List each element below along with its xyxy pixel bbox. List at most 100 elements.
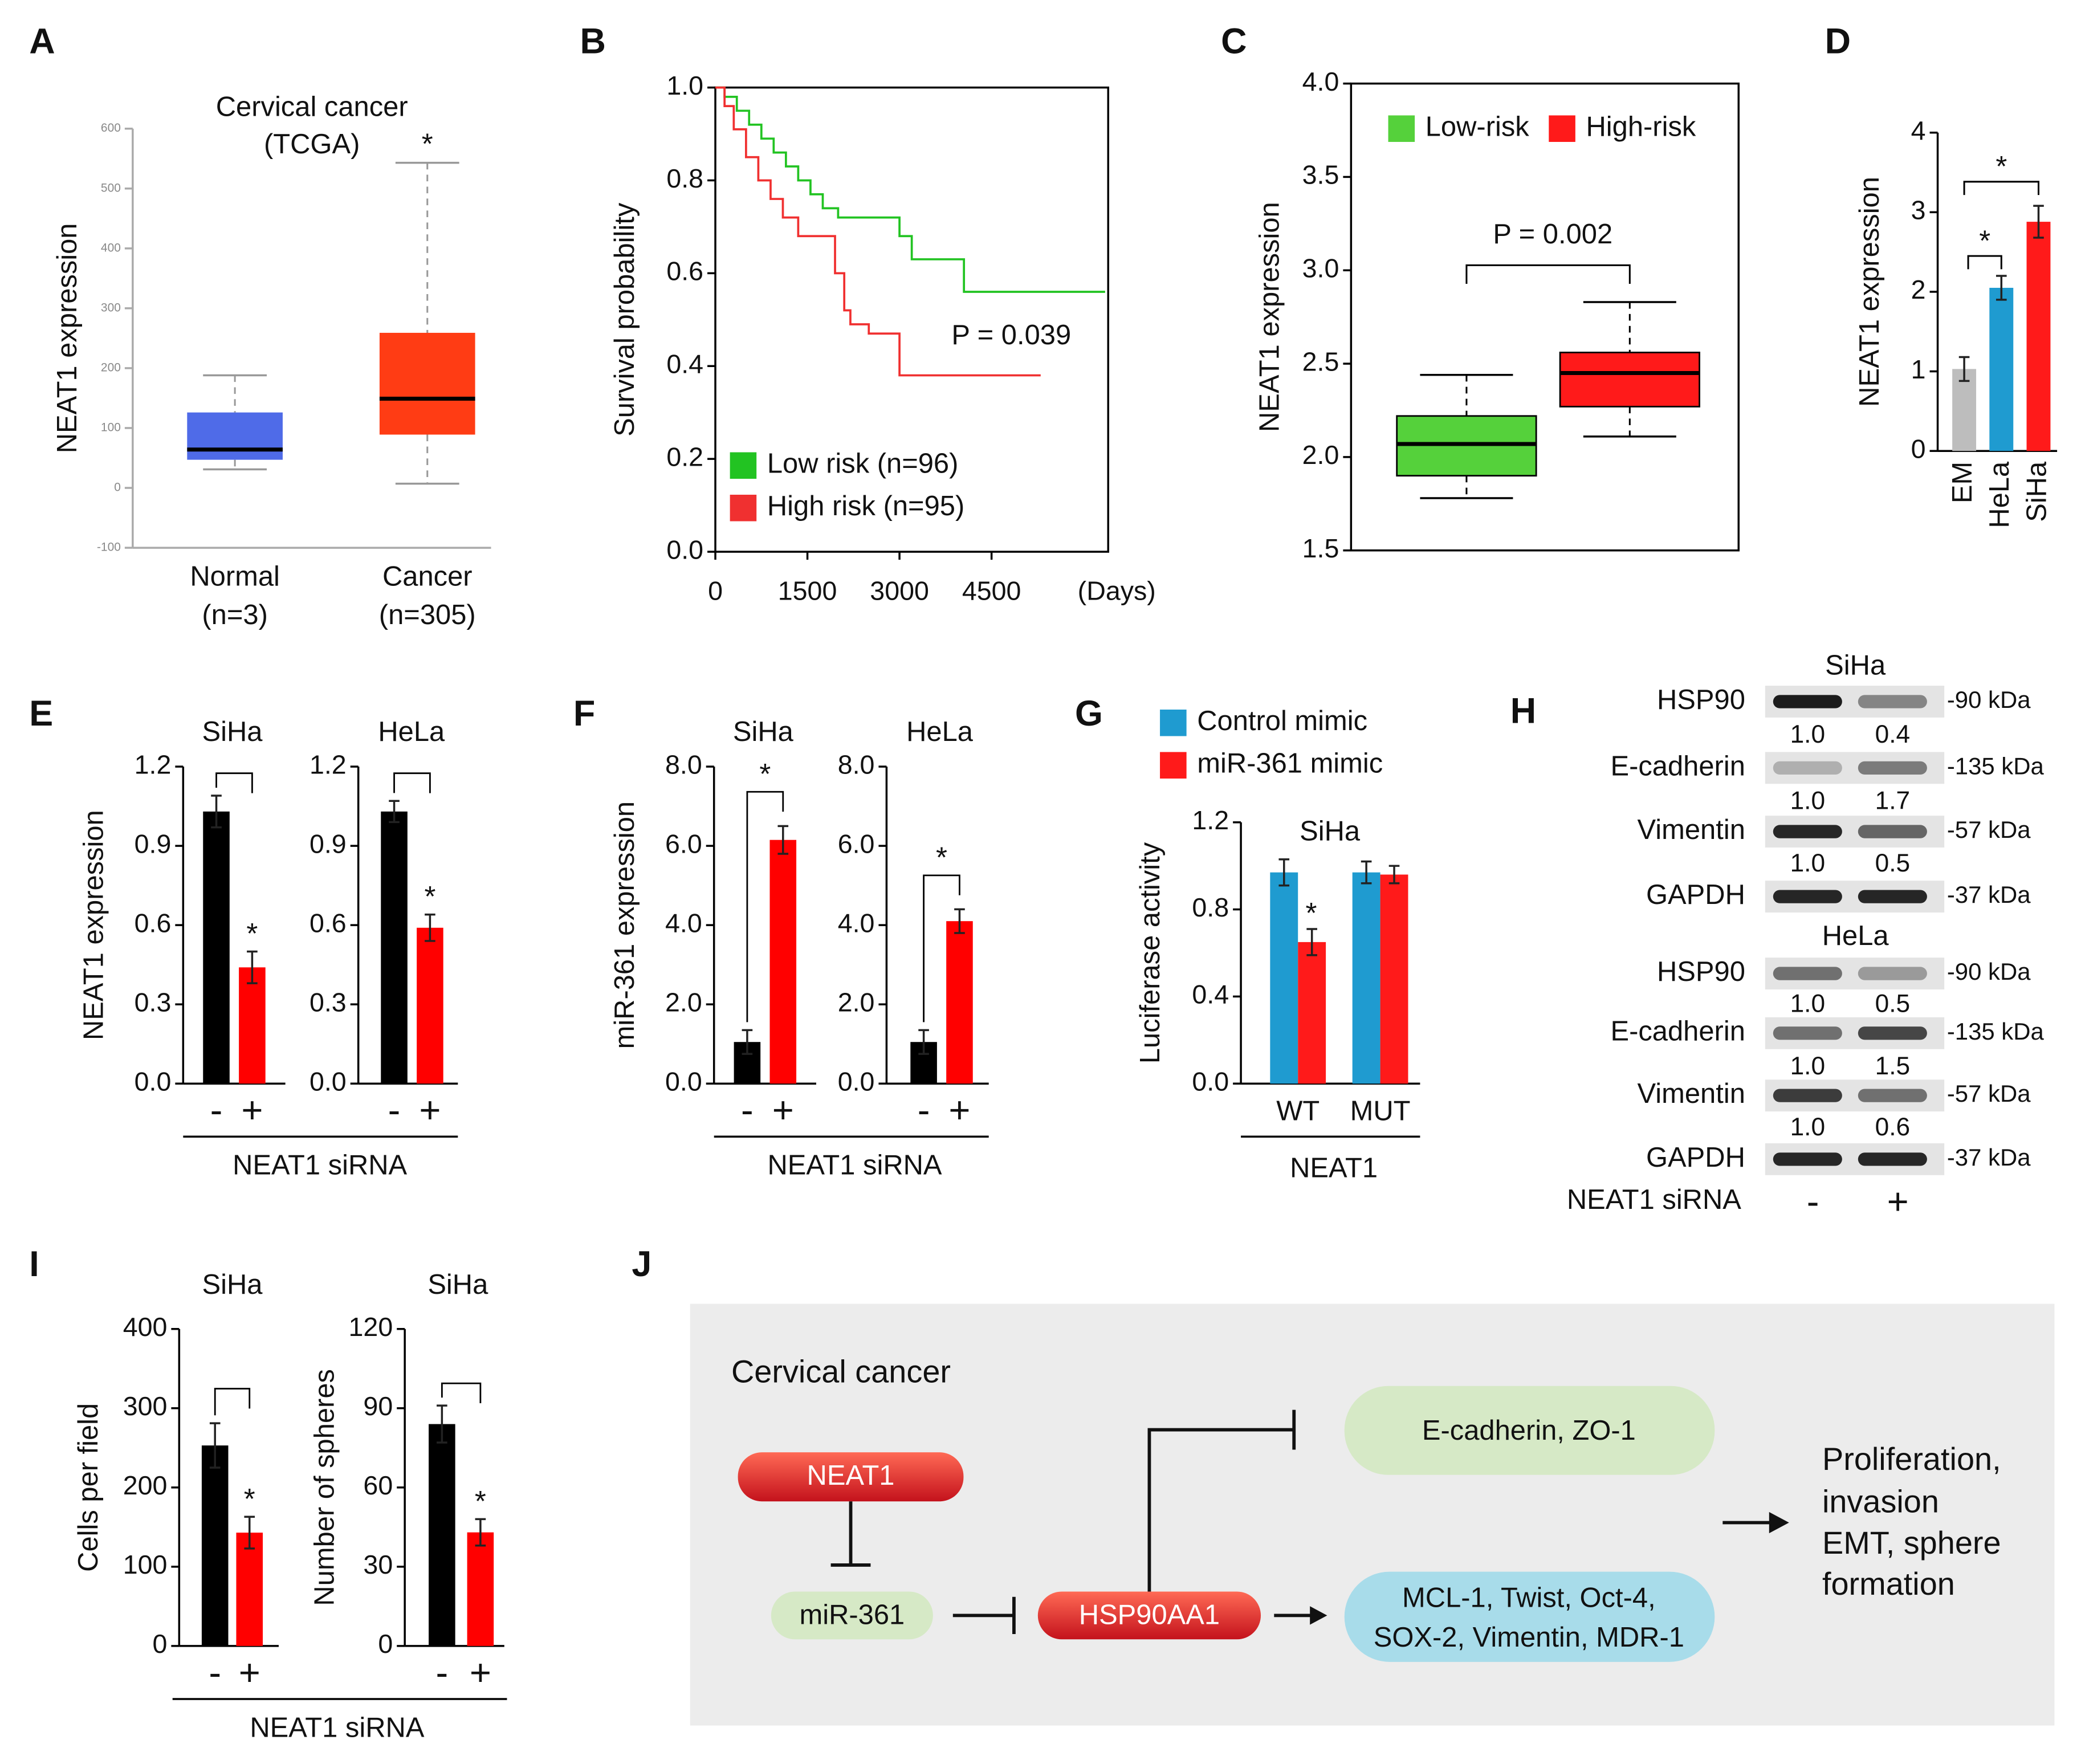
blot-band	[1858, 1152, 1927, 1166]
bar	[467, 1532, 494, 1646]
y-tick-label: 200	[123, 1470, 168, 1500]
band-ratio: 0.4	[1875, 720, 1911, 748]
legend-swatch	[1160, 752, 1187, 779]
box	[187, 412, 283, 460]
x-axis-label: NEAT1 siRNA	[250, 1712, 424, 1743]
y-tick-label: 0.0	[309, 1067, 347, 1097]
x-tick-label: +	[419, 1089, 441, 1131]
band-ratio: 0.6	[1875, 1113, 1911, 1141]
blot-band	[1773, 890, 1842, 903]
panel-label: E	[29, 694, 53, 734]
x-tick-label: +	[948, 1089, 970, 1131]
y-tick-label: 1.5	[1302, 533, 1339, 563]
size-label: -57 kDa	[1947, 1080, 2031, 1107]
bar	[946, 921, 973, 1084]
bracket	[746, 791, 784, 1022]
node-label: MCL-1, Twist, Oct-4,	[1402, 1582, 1656, 1613]
outcome-text: Proliferation,	[1822, 1441, 2001, 1477]
blot-band	[1773, 1026, 1842, 1040]
significance: *	[424, 880, 435, 912]
chart-title: SiHa	[202, 1269, 263, 1300]
survival-curve	[715, 86, 1105, 293]
node-label: NEAT1	[807, 1460, 895, 1491]
y-tick-label: 200	[101, 361, 121, 374]
y-tick-label: 0	[114, 481, 121, 494]
blot-band	[1773, 825, 1842, 838]
significance: *	[1979, 224, 1990, 256]
node-label: miR-361	[799, 1600, 905, 1631]
bar	[381, 811, 408, 1084]
legend-label: Low risk (n=96)	[767, 449, 959, 479]
node-epithelial	[1344, 1386, 1715, 1475]
bar	[429, 1424, 455, 1646]
annotation: P = 0.039	[951, 320, 1071, 351]
y-tick-label: 8.0	[665, 749, 702, 779]
x-axis-label: NEAT1	[1290, 1152, 1378, 1183]
chart-title: SiHa	[733, 716, 794, 747]
y-tick-label: 0.9	[309, 829, 347, 858]
x-tick-note: (n=3)	[202, 600, 268, 630]
panel-label: B	[580, 21, 606, 61]
outcome-text: invasion	[1822, 1484, 1939, 1519]
lane-label: +	[1887, 1180, 1909, 1222]
legend-swatch	[1160, 709, 1187, 736]
y-tick-label: 0	[1911, 434, 1926, 464]
significance: *	[422, 128, 433, 160]
y-tick-label: 60	[363, 1470, 393, 1500]
y-tick-label: 400	[101, 241, 121, 254]
bar	[769, 840, 797, 1084]
outcome-text: EMT, sphere	[1822, 1525, 2001, 1561]
diagram: J Cervical cancer NEAT1 miR-361 HSP90AA1…	[632, 1244, 2055, 1726]
panel-label: A	[29, 21, 55, 61]
blot-band	[1858, 1026, 1927, 1040]
bracket	[393, 772, 431, 793]
y-tick-label: 0.8	[666, 164, 703, 193]
significance: *	[1306, 897, 1317, 929]
y-tick-label: 8.0	[838, 749, 875, 779]
blot-band	[1858, 1089, 1927, 1102]
chart-title: SiHa	[202, 716, 263, 747]
x-tick-note: (n=305)	[379, 600, 476, 630]
box	[379, 332, 475, 435]
significance: *	[759, 757, 771, 790]
y-axis-label: NEAT1 expression	[1854, 177, 1885, 407]
blot-band	[1858, 825, 1927, 838]
y-tick-label: 30	[363, 1550, 393, 1579]
bar	[1952, 369, 1977, 451]
blot-band	[1773, 695, 1842, 708]
protein-label: Vimentin	[1638, 1078, 1745, 1109]
bar	[1270, 872, 1298, 1084]
blot-band	[1773, 967, 1842, 980]
blot-band	[1858, 967, 1927, 980]
y-tick-label: 1.2	[309, 749, 347, 779]
blot-band	[1858, 761, 1927, 775]
arrow-head	[1769, 1512, 1789, 1534]
x-tick-label: +	[241, 1089, 263, 1131]
y-tick-label: 600	[101, 121, 121, 135]
significance: *	[246, 917, 258, 950]
y-axis-label: Survival probability	[609, 202, 640, 437]
x-tick-label: Cancer	[382, 561, 473, 592]
protein-label: E-cadherin	[1610, 751, 1745, 781]
band-ratio: 1.0	[1790, 990, 1826, 1018]
x-tick-label: 0	[708, 576, 723, 606]
blot-band	[1773, 761, 1842, 775]
y-tick-label: 1.2	[1192, 805, 1229, 835]
significance: *	[244, 1482, 255, 1515]
panel-label: H	[1510, 691, 1536, 731]
x-tick-label: SiHa	[2021, 461, 2052, 522]
treatment-label: NEAT1 siRNA	[1567, 1184, 1741, 1215]
inhibition	[952, 1596, 1016, 1634]
y-tick-label: 3.0	[1302, 254, 1339, 283]
x-tick-label: 1500	[778, 576, 837, 606]
legend-swatch	[1388, 115, 1415, 142]
x-tick-label: -	[210, 1089, 223, 1131]
y-tick-label: 2.0	[838, 987, 875, 1017]
y-tick-label: 1.2	[135, 749, 172, 779]
legend-label: High-risk	[1586, 112, 1696, 142]
node-hsp90aa1	[1037, 1591, 1261, 1640]
plot-frame	[714, 86, 1109, 553]
y-axis-label: miR-361 expression	[609, 801, 640, 1049]
x-tick-label: Normal	[190, 561, 280, 592]
x-tick-label: EM	[1947, 462, 1978, 503]
